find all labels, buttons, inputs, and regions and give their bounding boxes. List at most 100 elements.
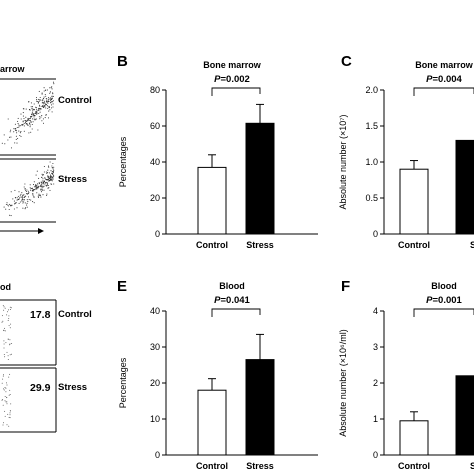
flow-dot — [50, 175, 52, 177]
flow-dot — [25, 121, 27, 123]
flow-dot — [53, 169, 55, 171]
flow-dot — [35, 185, 37, 187]
flow-dot — [41, 115, 43, 117]
flow-dot — [13, 208, 15, 210]
flow-dot — [52, 100, 54, 102]
panel-letter: B — [117, 53, 128, 70]
flow-dot — [53, 83, 55, 85]
flow-dot — [47, 176, 49, 178]
flow-dot — [4, 327, 5, 329]
flow-dot — [41, 183, 43, 185]
flow-dot — [38, 177, 40, 179]
flow-dot — [30, 121, 32, 124]
flow-dot — [23, 199, 25, 201]
flow-dot — [18, 202, 20, 204]
flow-dot — [51, 95, 53, 97]
flow-dot — [50, 101, 53, 103]
flow-dot — [26, 123, 28, 125]
flow-dot — [37, 98, 39, 100]
flow-dot — [47, 102, 49, 104]
flow-dot — [52, 162, 54, 165]
flow-dot — [45, 98, 47, 100]
flow-dot — [27, 193, 29, 195]
flow-dot — [28, 109, 31, 111]
panel-letter: F — [341, 278, 350, 295]
flow-dot — [6, 403, 8, 405]
flow-dot — [52, 173, 54, 175]
bar-stress — [245, 359, 275, 456]
flow-dot — [53, 166, 55, 168]
flow-dot — [1, 315, 3, 317]
flow-dot — [21, 192, 23, 194]
flow-dot — [10, 403, 12, 405]
chart-title: Blood — [219, 281, 245, 291]
flow-dot — [34, 115, 36, 117]
flow-dot — [8, 394, 10, 396]
flow-dot — [17, 137, 19, 140]
chart-title: Blood — [431, 281, 457, 291]
p-value-label: P=0.004 — [426, 74, 462, 85]
flow-dot — [27, 201, 29, 203]
flow-dot — [4, 410, 6, 412]
flow-dot — [38, 112, 40, 115]
flow-panel-top: arrow Control Stress — [0, 64, 92, 234]
flow-dot — [31, 187, 33, 189]
flow-dot — [26, 204, 28, 206]
bar-s — [455, 139, 474, 235]
flow-dot — [38, 116, 40, 118]
flow-dot — [2, 320, 4, 322]
flow-dot — [27, 196, 30, 198]
flow-dot — [41, 92, 43, 94]
flow-dot — [24, 196, 26, 198]
flow-dot — [2, 424, 4, 426]
flow-dot — [17, 199, 19, 201]
flow-dot — [30, 131, 32, 133]
flow-dot — [51, 177, 53, 179]
flow-dot — [41, 188, 43, 190]
flow-dot — [47, 172, 49, 174]
significance-bracket — [211, 308, 261, 317]
flow-scatter-bottom — [1, 305, 13, 427]
flow-dot — [44, 102, 46, 104]
flow-dot — [41, 187, 43, 189]
p-value-symbol: P — [426, 74, 433, 85]
flow-dot — [7, 311, 8, 313]
flow-top-title: arrow — [0, 64, 26, 74]
flow-dot — [20, 193, 22, 195]
flow-dot — [47, 117, 50, 119]
flow-dot — [9, 131, 11, 133]
flow-dot — [9, 373, 11, 375]
flow-dot — [39, 105, 41, 107]
flow-dot — [49, 109, 51, 111]
flow-dot — [20, 135, 22, 138]
bar-control — [197, 389, 227, 456]
flow-dot — [10, 205, 12, 207]
flow-dot — [9, 394, 11, 395]
y-axis-label: Absolute number (×10⁶/ml) — [338, 329, 348, 437]
flow-dot — [45, 114, 47, 116]
flow-dot — [7, 359, 9, 360]
flow-dot — [9, 309, 11, 310]
chart-title: Bone marrow — [203, 60, 262, 70]
flow-dot — [31, 193, 34, 195]
flow-dot — [33, 181, 35, 183]
flow-percent-value: 17.8 — [30, 309, 51, 321]
flow-dot — [30, 116, 32, 118]
flow-dot — [14, 189, 16, 191]
flow-dot — [47, 100, 49, 102]
flow-dot — [4, 330, 6, 332]
flow-dot — [31, 106, 34, 108]
flow-dot — [36, 192, 38, 194]
flow-dot — [10, 215, 12, 217]
y-tick-label: 3 — [373, 342, 378, 352]
flow-dot — [5, 401, 7, 403]
flow-dot — [24, 121, 27, 123]
flow-dot — [38, 107, 41, 109]
flow-dot — [47, 107, 49, 110]
significance-bracket — [211, 87, 261, 96]
flow-dot — [45, 101, 48, 103]
flow-dot — [35, 109, 38, 111]
flow-dot — [40, 191, 43, 193]
flow-dot — [3, 354, 5, 355]
flow-dot — [29, 189, 32, 191]
